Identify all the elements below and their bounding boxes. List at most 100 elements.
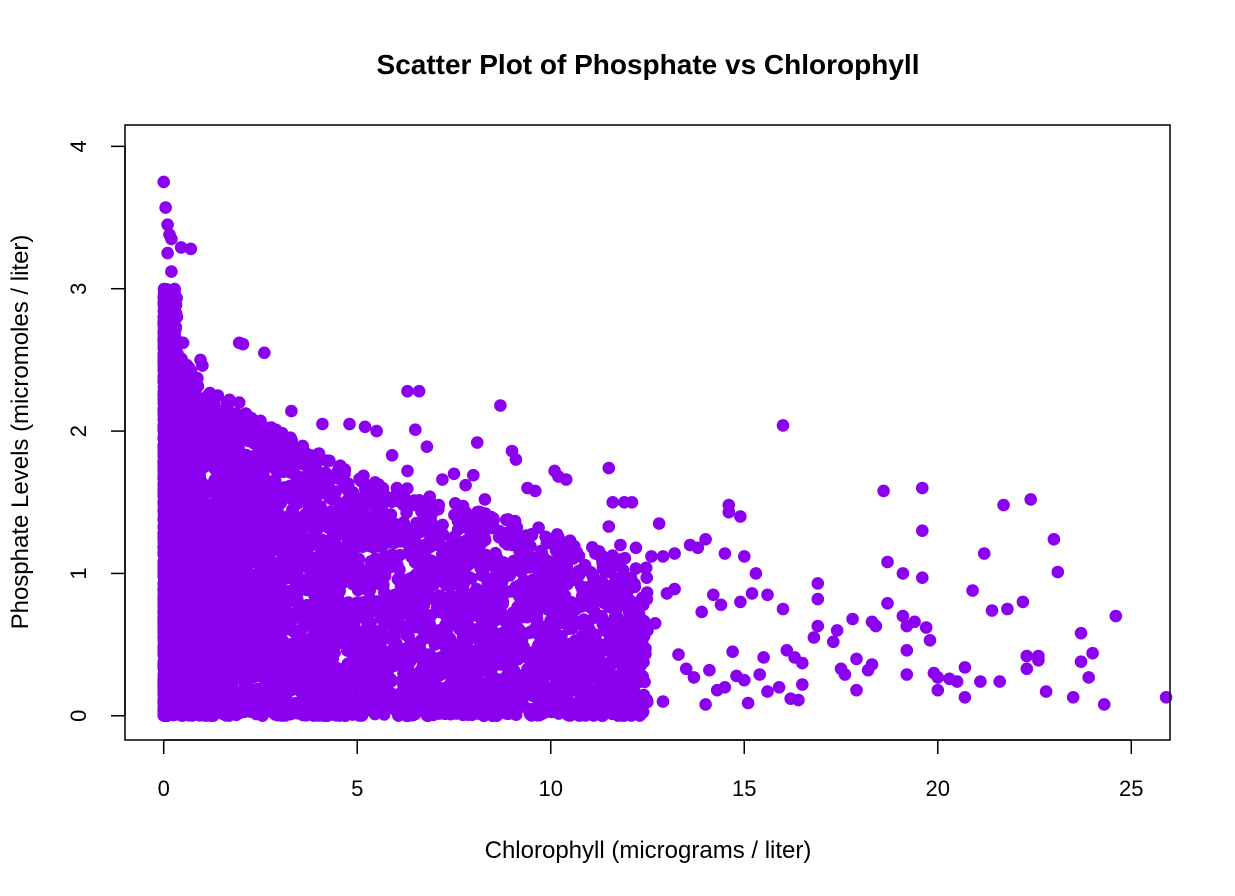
data-point (461, 661, 475, 674)
data-point (296, 610, 310, 623)
data-point (447, 597, 460, 611)
data-point (399, 667, 412, 680)
data-point (373, 640, 386, 654)
data-point (373, 597, 387, 611)
data-point (496, 592, 509, 606)
data-point (383, 561, 396, 574)
data-point (422, 569, 435, 583)
data-point (225, 688, 239, 701)
data-point (562, 694, 576, 708)
data-point (421, 709, 435, 723)
data-point (408, 555, 422, 569)
chart-title: Scatter Plot of Phosphate vs Chlorophyll (377, 49, 920, 80)
data-point (618, 590, 632, 604)
data-point (496, 560, 510, 573)
data-point (385, 606, 399, 620)
data-point (461, 559, 475, 572)
data-point (493, 524, 506, 538)
data-point (208, 452, 222, 465)
data-point (223, 655, 237, 668)
data-point (456, 631, 470, 645)
data-point (465, 572, 478, 585)
data-point (241, 568, 255, 581)
data-point (548, 622, 561, 635)
data-point (632, 607, 646, 621)
data-point (414, 644, 428, 658)
data-point (522, 652, 535, 665)
data-point (346, 698, 359, 711)
data-point (268, 561, 282, 574)
data-point (300, 552, 313, 565)
data-point (488, 654, 502, 668)
data-point (429, 503, 443, 517)
data-point (469, 626, 482, 639)
data-point (596, 549, 609, 563)
data-point (490, 688, 503, 702)
data-point (450, 575, 464, 589)
data-point (481, 578, 494, 591)
data-point (348, 496, 362, 510)
data-point (553, 585, 566, 598)
data-point (268, 473, 282, 487)
data-point (239, 622, 253, 636)
data-point (505, 521, 519, 534)
data-point (530, 615, 544, 629)
data-point (254, 606, 268, 620)
data-point (336, 497, 349, 511)
data-point (379, 550, 392, 564)
data-point (608, 611, 622, 624)
data-point (295, 631, 309, 644)
data-point (408, 530, 422, 543)
data-point (551, 666, 565, 679)
data-point (628, 580, 642, 594)
data-point (389, 636, 403, 650)
data-point (418, 558, 432, 572)
data-point (256, 423, 270, 437)
data-point (244, 541, 257, 555)
data-point (618, 551, 632, 565)
data-point (238, 679, 252, 692)
data-point (586, 541, 599, 554)
data-point (477, 615, 491, 629)
data-point (421, 537, 434, 550)
data-point (244, 661, 258, 675)
data-point (284, 612, 297, 625)
data-point (383, 595, 397, 608)
data-point (352, 653, 366, 666)
data-point (233, 580, 246, 594)
data-point (387, 621, 400, 635)
data-point (412, 596, 426, 609)
data-point (550, 532, 564, 546)
data-point (308, 629, 322, 643)
data-point (418, 548, 432, 561)
data-point (431, 526, 445, 539)
data-point (368, 476, 382, 489)
data-point (406, 708, 420, 722)
data-point (521, 547, 535, 560)
data-point (458, 594, 472, 608)
data-point (329, 575, 343, 588)
data-point (375, 612, 388, 625)
data-point (596, 576, 609, 589)
data-point (338, 467, 351, 480)
data-point (619, 660, 632, 673)
data-point (364, 555, 378, 568)
data-point (260, 528, 273, 541)
data-point (640, 571, 653, 584)
data-point (281, 460, 294, 474)
data-point (308, 529, 322, 542)
data-point (323, 454, 336, 468)
data-point (586, 646, 599, 659)
data-point (640, 586, 654, 599)
data-point (596, 709, 609, 722)
data-point (569, 570, 583, 584)
data-point (347, 618, 361, 632)
data-point (435, 548, 449, 562)
data-point (369, 510, 382, 524)
data-point (524, 625, 538, 639)
data-point (209, 645, 222, 658)
data-point (207, 611, 221, 624)
data-point (629, 621, 642, 635)
data-point (539, 663, 552, 676)
